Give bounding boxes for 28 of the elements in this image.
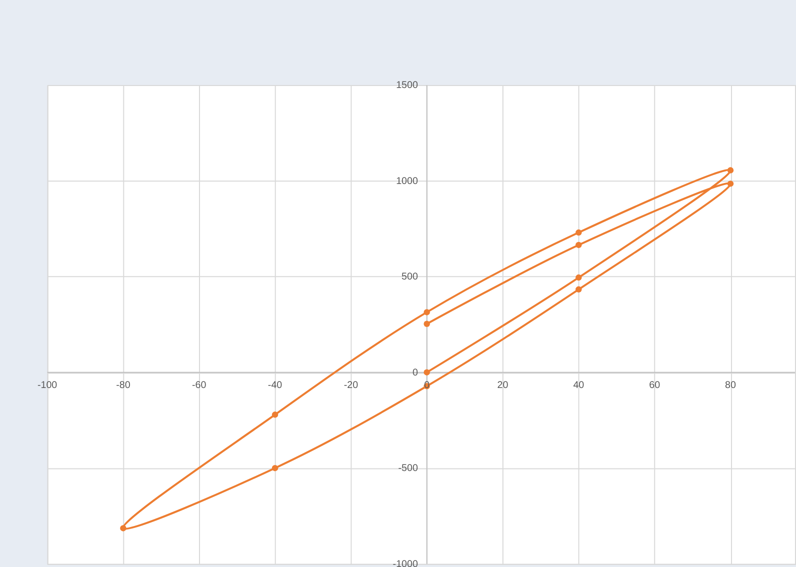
y-tick-label: 500 (402, 272, 418, 283)
y-tick-label: 0 (412, 367, 418, 378)
x-tick-label: 80 (725, 380, 736, 392)
x-tick-label: 60 (649, 380, 661, 392)
point (272, 464, 278, 472)
point (727, 180, 734, 187)
point (576, 274, 582, 281)
point (727, 167, 734, 174)
x-tick-label: 0 (424, 380, 430, 392)
y-tick-label: 1000 (396, 176, 418, 187)
point (576, 229, 582, 236)
y-tick-label: -1000 (392, 558, 418, 567)
y-tick-label: -500 (398, 463, 418, 474)
x-tick-label: 40 (573, 380, 585, 392)
x-tick-label: -80 (116, 380, 131, 392)
point (424, 369, 430, 376)
point (424, 309, 430, 316)
point (272, 412, 278, 418)
y-tick-label: 1500 (396, 80, 418, 92)
x-tick-label: -40 (268, 380, 283, 392)
point (576, 286, 582, 293)
point (424, 320, 430, 327)
point (120, 525, 126, 532)
x-tick-label: 20 (497, 380, 509, 392)
x-tick-label: -20 (344, 380, 359, 392)
point (576, 242, 582, 248)
x-tick-label: -60 (192, 380, 207, 392)
x-tick-label: -100 (37, 380, 58, 392)
